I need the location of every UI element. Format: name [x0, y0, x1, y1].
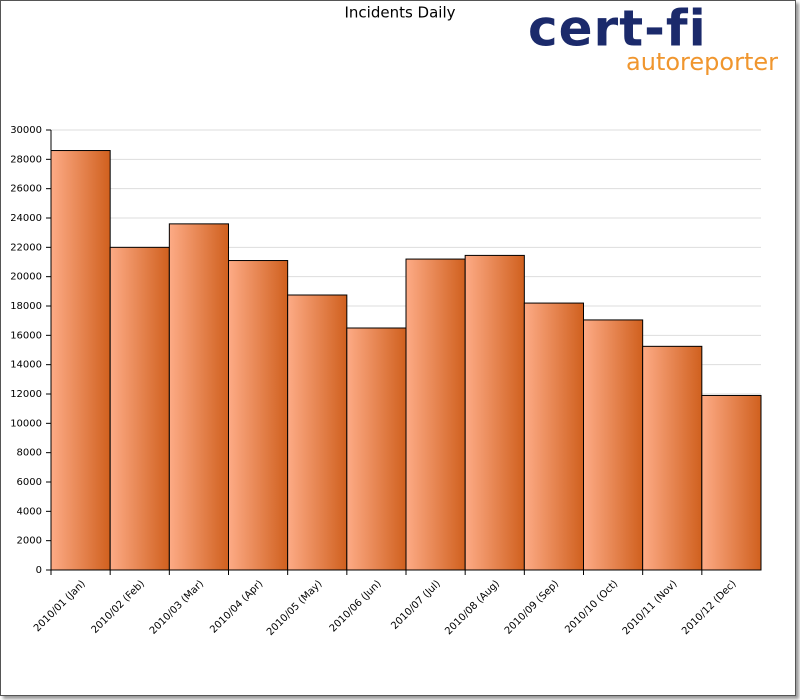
bar [50, 150, 111, 571]
chart-title: Incidents Daily [344, 4, 455, 22]
y-tick-label: 12000 [10, 389, 42, 400]
x-tick-label: 2010/10 (Oct) [563, 578, 620, 635]
y-tick-label: 2000 [17, 536, 42, 547]
bar [346, 327, 407, 571]
y-tick-label: 10000 [10, 418, 42, 429]
x-tick-label: 2010/06 (Jun) [328, 578, 384, 634]
bar [701, 394, 762, 571]
y-tick-label: 30000 [10, 125, 42, 136]
bar [583, 319, 644, 571]
y-tick-label: 0 [36, 565, 42, 576]
y-tick-label: 28000 [10, 154, 42, 165]
x-tick-label: 2010/11 (Nov) [621, 578, 680, 637]
y-tick-label: 22000 [10, 242, 42, 253]
y-tick-label: 16000 [10, 330, 42, 341]
x-tick-label: 2010/03 (Mar) [148, 578, 206, 636]
bar [464, 254, 525, 571]
x-tick-label: 2010/04 (Apr) [208, 578, 265, 635]
y-tick-label: 4000 [17, 506, 42, 517]
bar [109, 246, 170, 571]
x-tick-label: 2010/07 (Jul) [389, 578, 443, 632]
x-tick-label: 2010/09 (Sep) [503, 578, 561, 636]
logo-tagline: autoreporter [626, 48, 778, 76]
x-tick-label: 2010/05 (May) [265, 578, 325, 638]
x-tick-label: 2010/01 (Jan) [32, 578, 88, 634]
bar [168, 223, 229, 571]
y-tick-label: 24000 [10, 213, 42, 224]
y-tick-label: 26000 [10, 184, 42, 195]
y-tick-label: 20000 [10, 272, 42, 283]
y-tick-label: 6000 [17, 477, 42, 488]
x-tick-label: 2010/02 (Feb) [90, 578, 148, 636]
x-tick-label: 2010/08 (Aug) [443, 578, 502, 637]
bar [228, 260, 289, 571]
bar [642, 345, 703, 571]
bar [287, 294, 348, 571]
x-tick-label: 2010/12 (Dec) [680, 578, 739, 637]
bar [523, 302, 584, 571]
y-tick-label: 18000 [10, 301, 42, 312]
y-tick-label: 8000 [17, 448, 42, 459]
logo-name: cert-fi [528, 0, 707, 58]
bar [405, 258, 466, 571]
y-tick-label: 14000 [10, 360, 42, 371]
